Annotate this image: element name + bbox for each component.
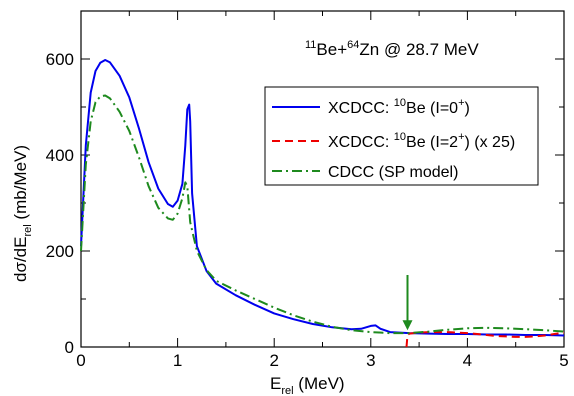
axis-ticks: 0 1 2 3 4 5 0 200 400 600 [46, 11, 569, 370]
y-tick-label-1: 200 [46, 242, 74, 261]
legend-label-cdcc: CDCC (SP model) [328, 164, 458, 181]
x-tick-label-5: 5 [559, 351, 568, 370]
arrow-layer [402, 275, 413, 331]
legend-label-xcdcc-0: XCDCC: 10Be (I=0+) [328, 97, 470, 117]
x-tick-label-4: 4 [463, 351, 472, 370]
legend-box [264, 86, 539, 186]
threshold-arrow-head [402, 320, 413, 331]
x-axis-title: Erel (MeV) [270, 374, 345, 396]
series-layer [80, 59, 565, 348]
series-xcdcc-i2-x25 [405, 331, 565, 348]
y-tick-label-2: 400 [46, 146, 74, 165]
x-tick-label-0: 0 [76, 351, 85, 370]
x-tick-label-3: 3 [366, 351, 375, 370]
legend-label-xcdcc-2: XCDCC: 10Be (I=2+) (x 25) [328, 131, 515, 151]
legend: XCDCC: 10Be (I=0+) XCDCC: 10Be (I=2+) (x… [264, 86, 539, 186]
y-axis-title: dσ/dErel (mb/MeV) [11, 145, 34, 282]
reaction-annotation: 11Be+64Zn @ 28.7 MeV [305, 39, 479, 59]
series-cdcc-sp [80, 94, 565, 335]
y-tick-label-3: 600 [46, 50, 74, 69]
y-tick-label-0: 0 [65, 338, 74, 357]
x-tick-label-1: 1 [173, 351, 182, 370]
x-tick-label-2: 2 [269, 351, 278, 370]
